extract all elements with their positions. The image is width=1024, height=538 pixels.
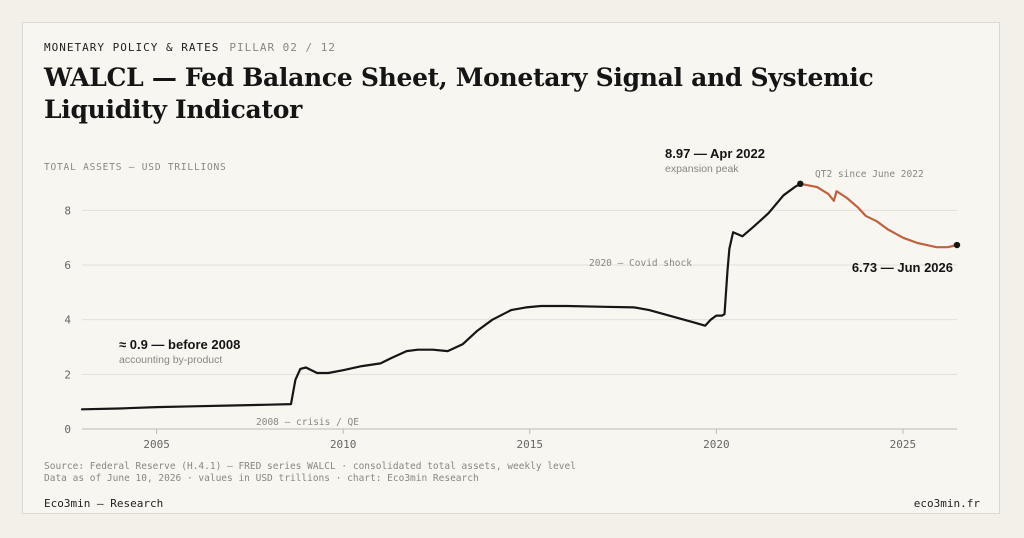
footer-site-link[interactable]: eco3min.fr — [913, 497, 980, 510]
source-note: Source: Federal Reserve (H.4.1) — FRED s… — [44, 461, 576, 485]
annotation-peak-sub: expansion peak — [665, 163, 739, 175]
y-tick-label: 4 — [64, 314, 71, 327]
kicker-pillar: PILLAR 02 / 12 — [229, 41, 337, 54]
y-tick-label: 6 — [64, 259, 71, 272]
annotation-latest-label: 6.73 — Jun 2026 — [852, 260, 953, 275]
x-tick-label: 2005 — [143, 438, 170, 451]
y-axis-label: TOTAL ASSETS — USD TRILLIONS — [44, 162, 227, 173]
kicker-category: MONETARY POLICY & RATES — [44, 41, 220, 54]
peak-point — [797, 180, 804, 188]
latest-point — [953, 241, 961, 249]
footer-brand: Eco3min — Research — [44, 497, 164, 510]
annotation-peak: 8.97 — Apr 2022 expansion peak — [665, 146, 765, 175]
annotation-covid-shock: 2020 — Covid shock — [589, 258, 692, 269]
annotation-2008-crisis: 2008 — crisis / QE — [256, 417, 359, 428]
page-title: WALCL — Fed Balance Sheet, Monetary Sign… — [44, 63, 874, 124]
series-line-expansion — [80, 182, 802, 411]
x-tick-label: 2010 — [330, 438, 357, 451]
chart-card — [22, 22, 1000, 514]
source-line-1: Source: Federal Reserve (H.4.1) — FRED s… — [44, 461, 576, 472]
y-tick-label: 0 — [64, 423, 71, 436]
kicker: MONETARY POLICY & RATES PILLAR 02 / 12 — [44, 41, 336, 54]
highlight-points — [797, 180, 961, 249]
annotation-peak-label: 8.97 — Apr 2022 — [665, 146, 765, 161]
y-axis-ticks: 0 2 4 6 8 — [64, 204, 71, 436]
x-tick-label: 2025 — [890, 438, 917, 451]
y-tick-label: 2 — [64, 368, 71, 381]
series-lines — [80, 182, 959, 411]
annotation-qt2: QT2 since June 2022 — [815, 169, 924, 180]
source-line-2: Data as of June 10, 2026 · values in USD… — [44, 473, 479, 484]
annotation-pre-2008: ≈ 0.9 — before 2008 accounting by-produc… — [119, 337, 240, 366]
annotation-pre-2008-label: ≈ 0.9 — before 2008 — [119, 337, 240, 352]
x-tick-label: 2015 — [517, 438, 544, 451]
grid — [82, 209, 957, 430]
x-tick-label: 2020 — [703, 438, 730, 451]
series-line-qt2 — [799, 182, 959, 249]
x-axis-ticks: 2005 2010 2015 2020 2025 — [143, 429, 916, 451]
annotation-pre-2008-sub: accounting by-product — [119, 354, 222, 366]
y-tick-label: 8 — [64, 204, 71, 217]
